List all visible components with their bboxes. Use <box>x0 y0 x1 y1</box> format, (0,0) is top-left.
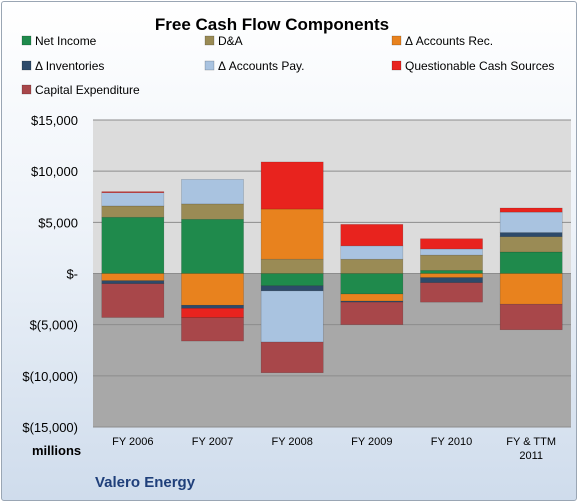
chart-title: Free Cash Flow Components <box>155 15 389 34</box>
y-tick-label: $- <box>66 267 78 282</box>
legend-swatch-delta-accounts-rec <box>391 35 402 46</box>
y-tick-label: $5,000 <box>38 215 78 230</box>
x-tick-label: FY & TTM 2011 <box>506 436 556 462</box>
bar-net-income-fy-2006 <box>101 216 165 274</box>
company-name: Valero Energy <box>95 474 196 491</box>
y-tick-label: $(10,000) <box>22 369 78 384</box>
bar-questionable-cash-sources-fy-and-ttm-2011 <box>499 207 563 213</box>
legend-swatch-danda <box>204 35 215 46</box>
gridlines <box>93 119 571 428</box>
x-axis-ticks: FY 2006 FY 2007 FY 2008 FY 2009 FY 2010 FY & … <box>112 436 556 462</box>
plot-area-bottom <box>93 273 571 427</box>
bar-danda-fy-2008 <box>260 258 324 274</box>
bar-delta-accounts-pay-fy-2010 <box>420 248 483 256</box>
bar-net-income-fy-2009 <box>340 273 404 295</box>
x-tick-label: FY 2006 <box>112 436 153 448</box>
bar-danda-fy-2006 <box>101 205 165 218</box>
bar-delta-accounts-pay-fy-2007 <box>181 179 244 205</box>
bar-capital-expenditure-fy-2006 <box>101 283 165 318</box>
y-tick-label: $10,000 <box>31 164 78 179</box>
legend-label-capital-expenditure: Capital Expenditure <box>35 83 140 97</box>
bar-capital-expenditure-fy-2007 <box>181 317 244 342</box>
x-tick-label: FY 2008 <box>271 436 312 448</box>
y-tick-label: $(15,000) <box>22 420 78 435</box>
y-axis-label: millions <box>32 443 81 458</box>
bar-capital-expenditure-fy-2008 <box>260 341 324 374</box>
bar-delta-accounts-pay-fy-2006 <box>101 192 165 207</box>
legend-swatch-net-income <box>21 35 32 46</box>
bar-capital-expenditure-fy-and-ttm-2011 <box>499 303 563 331</box>
legend: Net Income D&A Δ Accounts Rec. Δ Inventorie… <box>21 34 554 97</box>
bar-questionable-cash-sources-fy-2008 <box>260 161 324 210</box>
x-tick-label: FY 2009 <box>351 436 392 448</box>
legend-label-delta-accounts-pay: Δ Accounts Pay. <box>218 59 305 73</box>
bars <box>101 161 563 374</box>
bar-delta-accounts-rec-fy-and-ttm-2011 <box>499 273 563 305</box>
legend-label-delta-inventories: Δ Inventories <box>35 59 104 73</box>
legend-label-danda: D&A <box>218 34 243 48</box>
bar-delta-inventories-fy-2008 <box>260 285 324 292</box>
bar-questionable-cash-sources-fy-2009 <box>340 224 404 247</box>
y-axis-ticks: $15,000 $10,000 $5,000 $- $(5,000) $(10,000) $… <box>22 113 78 435</box>
y-tick-label: $15,000 <box>31 113 78 128</box>
bar-delta-accounts-rec-fy-2006 <box>101 273 165 281</box>
bar-questionable-cash-sources-fy-2006 <box>101 191 165 193</box>
bar-delta-accounts-rec-fy-2010 <box>420 273 483 278</box>
bar-net-income-fy-and-ttm-2011 <box>499 251 563 274</box>
bar-danda-fy-2009 <box>340 258 404 274</box>
bar-delta-accounts-rec-fy-2009 <box>340 293 404 302</box>
bar-delta-accounts-rec-fy-2008 <box>260 208 324 260</box>
bar-danda-fy-2007 <box>181 203 244 220</box>
y-tick-label: $(5,000) <box>30 318 78 333</box>
bar-delta-inventories-fy-and-ttm-2011 <box>499 232 563 237</box>
bar-net-income-fy-2007 <box>181 219 244 274</box>
legend-swatch-capital-expenditure <box>21 84 32 95</box>
bar-capital-expenditure-fy-2009 <box>340 301 404 325</box>
bar-delta-accounts-pay-fy-2008 <box>260 290 324 343</box>
legend-swatch-delta-inventories <box>21 60 32 71</box>
x-tick-label: FY 2007 <box>192 436 233 448</box>
bar-net-income-fy-2010 <box>420 270 483 274</box>
bar-danda-fy-and-ttm-2011 <box>499 236 563 253</box>
bar-danda-fy-2010 <box>420 254 483 271</box>
bar-delta-inventories-fy-2006 <box>101 280 165 284</box>
legend-swatch-delta-accounts-pay <box>204 60 215 71</box>
bar-capital-expenditure-fy-2010 <box>420 282 483 303</box>
bar-delta-inventories-fy-2007 <box>181 304 244 309</box>
legend-swatch-questionable-cash-sources <box>391 60 402 71</box>
bar-delta-accounts-pay-fy-2009 <box>340 245 404 260</box>
bar-delta-inventories-fy-2010 <box>420 277 483 283</box>
bar-delta-accounts-rec-fy-2007 <box>181 273 244 306</box>
legend-label-questionable-cash-sources: Questionable Cash Sources <box>405 59 554 73</box>
bar-net-income-fy-2008 <box>260 273 324 287</box>
bar-questionable-cash-sources-fy-2007 <box>181 308 244 318</box>
bar-delta-accounts-pay-fy-and-ttm-2011 <box>499 211 563 233</box>
legend-label-net-income: Net Income <box>35 34 97 48</box>
x-tick-label: FY 2010 <box>431 436 472 448</box>
bar-questionable-cash-sources-fy-2010 <box>420 238 483 250</box>
legend-label-delta-accounts-rec: Δ Accounts Rec. <box>405 34 493 48</box>
